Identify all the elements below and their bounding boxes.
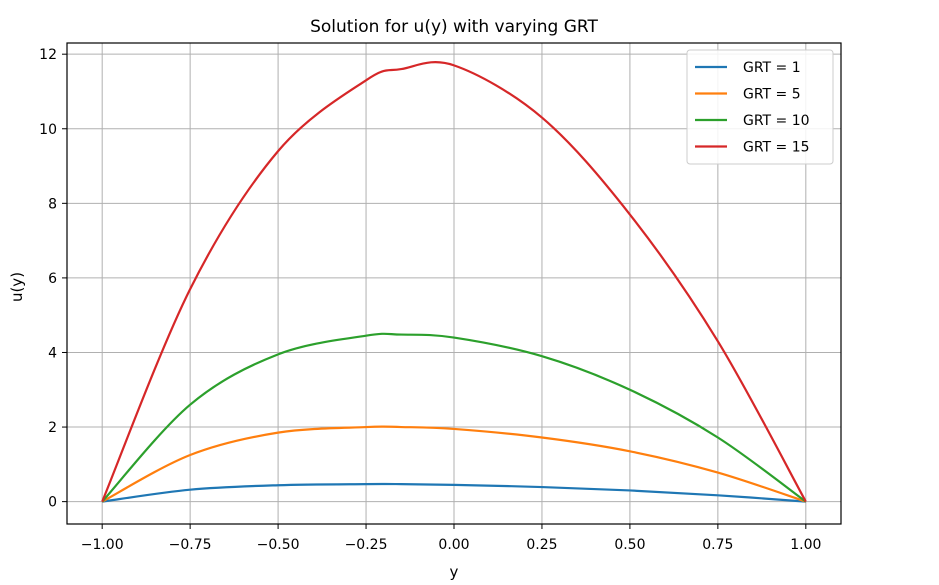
y-tick-label: 2 [48, 420, 57, 436]
y-tick-label: 8 [48, 196, 57, 212]
x-tick-label: −0.25 [345, 537, 388, 553]
y-tick-label: 12 [39, 47, 57, 63]
legend-box [686, 49, 834, 165]
y-axis-label: u(y) [8, 272, 26, 302]
x-tick-label: −0.75 [169, 537, 212, 553]
x-tick-label: −1.00 [81, 537, 124, 553]
series-line-4 [101, 61, 807, 503]
legend-label: GRT = 1 [743, 60, 801, 76]
x-ticks: −1.00 −0.75 −0.50 −0.25 0.00 0.25 0.50 0.75 1.00 [81, 524, 821, 553]
legend: GRT = 1 GRT = 5 GRT = 10 GRT = 15 [686, 49, 834, 165]
series-line-2 [101, 425, 807, 503]
legend-label: GRT = 15 [743, 140, 810, 156]
y-tick-label: 6 [48, 271, 57, 287]
x-axis-label: y [450, 563, 459, 581]
y-ticks: 0 2 4 6 8 10 12 [39, 47, 67, 511]
x-tick-label: −0.50 [257, 537, 300, 553]
y-tick-label: 10 [39, 122, 57, 138]
x-tick-label: 0.50 [614, 537, 645, 553]
chart-title: Solution for u(y) with varying GRT [310, 17, 598, 37]
legend-label: GRT = 5 [743, 87, 801, 103]
legend-label: GRT = 10 [743, 113, 810, 129]
series-line-3 [101, 332, 807, 503]
x-tick-label: 1.00 [790, 537, 821, 553]
y-tick-label: 4 [48, 345, 57, 361]
x-tick-label: 0.00 [438, 537, 469, 553]
series-line-1 [102, 482, 806, 503]
series-lines [101, 61, 807, 503]
y-tick-label: 0 [48, 495, 57, 511]
x-tick-label: 0.75 [702, 537, 733, 553]
x-tick-label: 0.25 [526, 537, 557, 553]
